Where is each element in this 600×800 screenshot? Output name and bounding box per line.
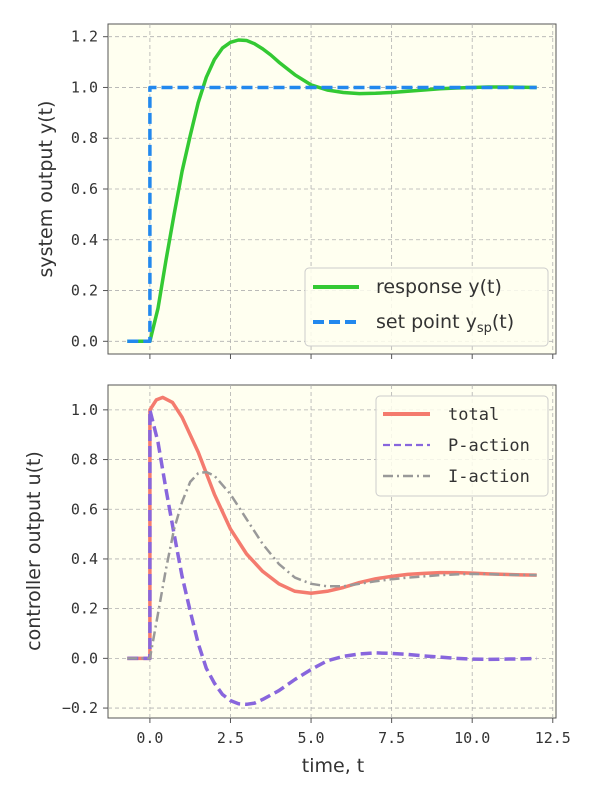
x-tick-label: 0.0 [136,729,163,747]
y-tick-label: 0.8 [71,451,98,469]
series-line-response-y-t [127,38,537,344]
bottom-legend-box [375,395,549,497]
y-tick-label: 0.6 [71,500,98,518]
series-line-p-action [127,408,537,707]
bottom-series [127,395,537,707]
bottom-chart: 0.0 2.5 5.0 7.5 10.0 12.5 −0.2 0.0 0.2 0.4 0.6 0.8 1… [23,384,571,777]
legend-label-i-action: I-action [448,467,530,487]
legend-label-response: response y(t) [376,276,502,298]
top-legend: response y(t) set point ysp(t) [304,267,549,347]
bottom-legend: total P-action I-action [375,395,549,497]
legend-label-setpoint-sub: sp [477,321,492,336]
legend-label-setpoint-main: set point y [376,311,477,333]
x-tick-label: 12.5 [535,729,571,747]
legend-label-total: total [448,405,499,425]
x-tick-label: 10.0 [454,729,490,747]
top-legend-box [304,267,549,347]
legend-label-setpoint-tail: (t) [492,311,514,333]
top-series [127,38,537,344]
bottom-x-axis-label: time, t [302,755,364,777]
bottom-y-axis-label: controller output u(t) [23,451,45,651]
y-tick-label: 0.2 [71,600,98,618]
series-line-total [127,395,537,661]
y-tick-label: 0.2 [71,282,98,300]
y-tick-label: 0.4 [71,231,98,249]
y-tick-label: 0.4 [71,550,98,568]
y-tick-label: 0.8 [71,129,98,147]
y-tick-label: −0.2 [62,699,98,717]
y-tick-label: 0.0 [71,649,98,667]
y-tick-label: 1.2 [71,28,98,46]
bottom-ticks: 0.0 2.5 5.0 7.5 10.0 12.5 −0.2 0.0 0.2 0.4 0.6 0.8 1… [62,401,571,747]
legend-label-p-action: P-action [448,436,530,456]
top-ticks: 0.0 0.2 0.4 0.6 0.8 1.0 1.2 [71,28,554,359]
y-tick-label: 1.0 [71,78,98,96]
y-tick-label: 1.0 [71,401,98,419]
y-tick-label: 0.0 [71,332,98,350]
series-line-i-action [127,470,537,660]
legend-label-setpoint: set point ysp(t) [376,311,514,336]
x-tick-label: 5.0 [298,729,325,747]
top-chart: 0.0 0.2 0.4 0.6 0.8 1.0 1.2 system output y(t)… [35,23,557,359]
top-y-axis-label: system output y(t) [35,101,57,278]
series-line-set-point-y-sp-t [127,85,537,344]
y-tick-label: 0.6 [71,180,98,198]
x-tick-label: 7.5 [378,729,405,747]
x-tick-label: 2.5 [217,729,244,747]
